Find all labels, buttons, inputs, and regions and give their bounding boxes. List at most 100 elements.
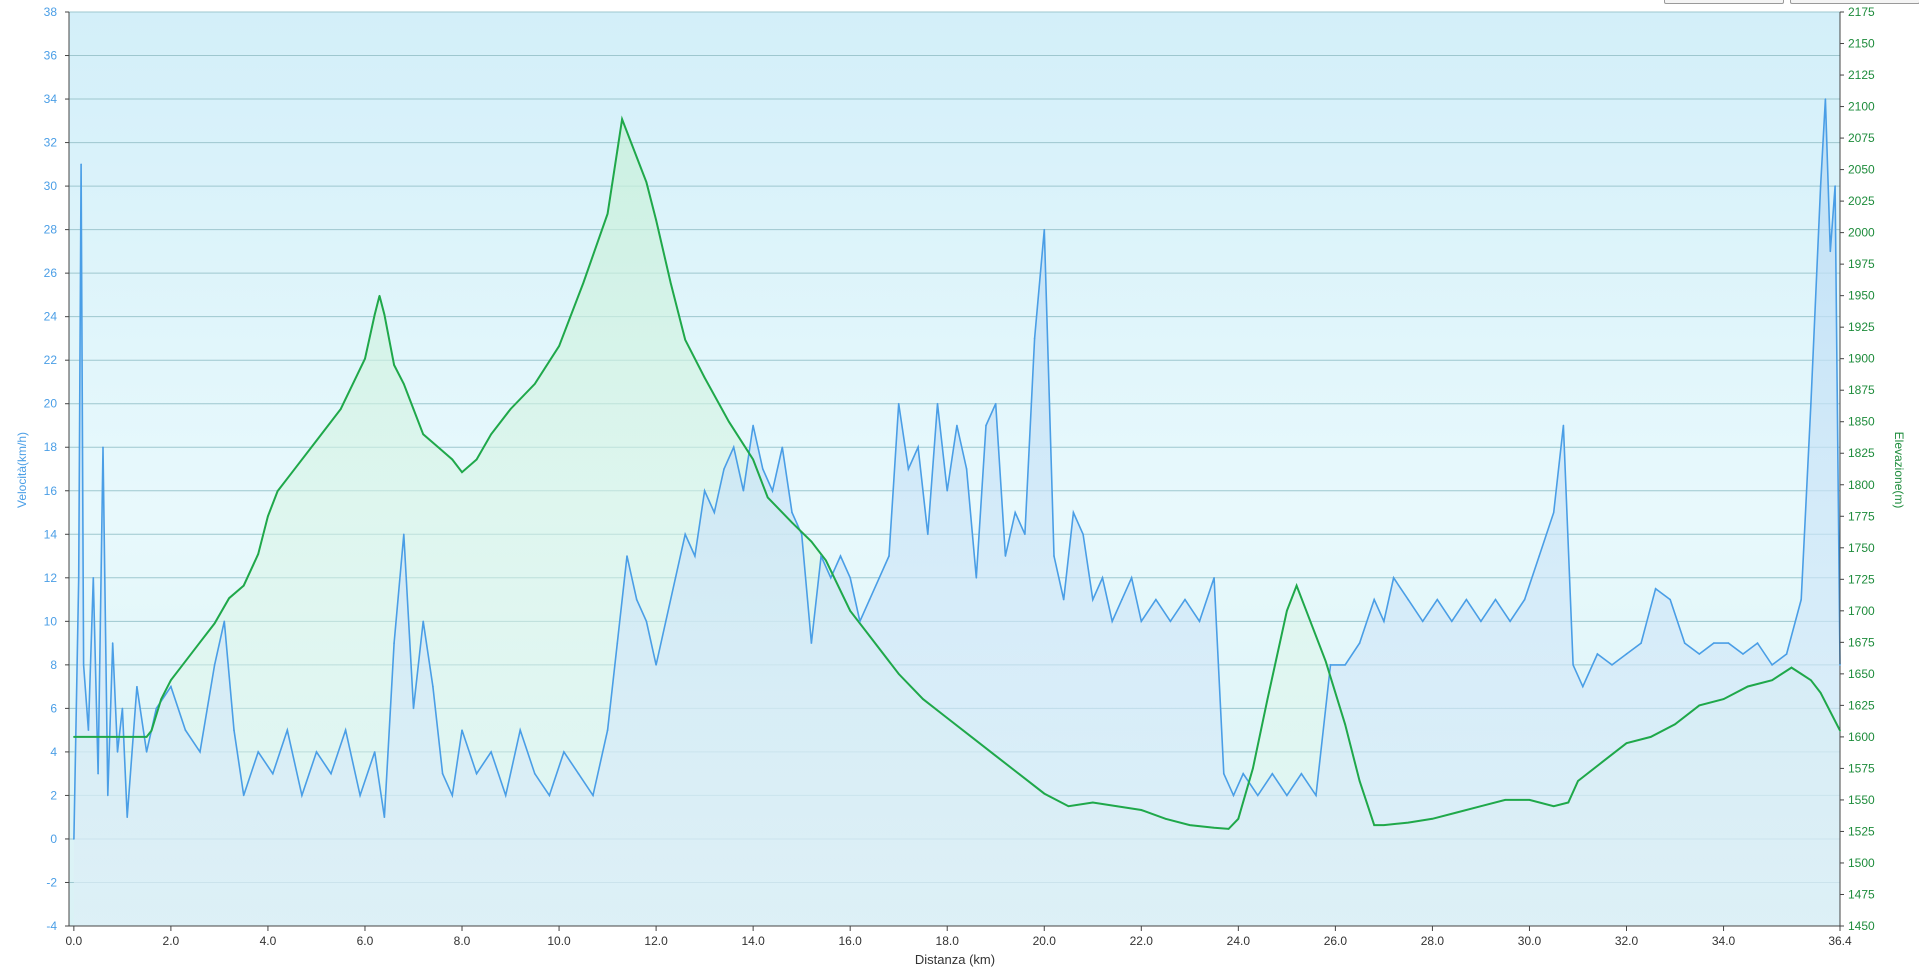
- x-tick-label-0: 0.0: [66, 934, 83, 948]
- speed-point-105: [1140, 620, 1143, 623]
- elevation-point-97: [1810, 679, 1812, 681]
- speed-point-153: [1800, 598, 1802, 601]
- elevation-point-42: [684, 338, 687, 341]
- left-tick-label-18: 32: [44, 136, 58, 150]
- right-tick-label-8: 1650: [1848, 667, 1875, 681]
- speed-point-103: [1121, 598, 1123, 601]
- right-tick-label-10: 1700: [1848, 604, 1875, 618]
- elevation-point-96: [1800, 673, 1802, 675]
- speed-point-20: [223, 620, 226, 623]
- speed-point-54: [645, 620, 648, 623]
- right-tick-label-21: 1975: [1848, 257, 1875, 271]
- speed-point-40: [461, 729, 463, 731]
- speed-point-159: [1839, 664, 1841, 666]
- speed-point-114: [1256, 794, 1259, 797]
- elevation-point-2: [121, 736, 124, 738]
- toolbar-button-2[interactable]: [1790, 0, 1919, 4]
- speed-point-76: [859, 620, 861, 623]
- speed-point-9: [111, 642, 114, 644]
- speed-point-133: [1523, 598, 1526, 601]
- speed-point-107: [1169, 620, 1172, 623]
- speed-point-31: [373, 751, 376, 753]
- elevation-point-22: [393, 364, 395, 366]
- speed-point-41: [475, 772, 478, 775]
- elevation-point-67: [1237, 818, 1240, 820]
- right-tick-label-0: 1450: [1848, 919, 1875, 933]
- right-tick-label-1: 1475: [1848, 887, 1875, 901]
- elevation-point-28: [461, 471, 463, 473]
- elevation-point-88: [1625, 742, 1628, 744]
- speed-point-1: [77, 577, 80, 579]
- elevation-point-46: [766, 496, 769, 499]
- elevation-point-91: [1698, 704, 1701, 707]
- speed-point-82: [917, 446, 919, 449]
- elevation-point-61: [1116, 805, 1118, 808]
- elevation-point-4: [150, 729, 153, 732]
- left-tick-label-0: -4: [46, 919, 57, 933]
- speed-point-33: [393, 642, 395, 644]
- x-tick-label-1: 2.0: [163, 934, 180, 948]
- speed-line: [73, 98, 1841, 840]
- speed-point-109: [1198, 620, 1201, 623]
- elevation-point-30: [490, 433, 492, 436]
- speed-point-18: [199, 751, 201, 753]
- speed-point-37: [432, 685, 434, 688]
- elevation-point-60: [1091, 801, 1094, 804]
- speed-point-128: [1451, 620, 1453, 623]
- speed-point-17: [184, 729, 187, 731]
- speed-point-87: [965, 468, 968, 470]
- speed-point-92: [1014, 511, 1016, 514]
- elevation-point-57: [1019, 773, 1021, 776]
- elevation-point-23: [402, 383, 405, 385]
- elevation-point-94: [1771, 679, 1773, 681]
- right-tick-label-15: 1825: [1848, 446, 1875, 460]
- speed-point-64: [742, 489, 745, 492]
- speed-point-19: [213, 664, 216, 666]
- toolbar-button-1[interactable]: [1664, 0, 1784, 4]
- elevation-point-24: [412, 408, 415, 410]
- axes: [68, 12, 1841, 927]
- right-tick-label-26: 2100: [1848, 100, 1875, 114]
- elevation-point-64: [1189, 824, 1191, 826]
- x-tick-label-18: 36.4: [1828, 934, 1852, 948]
- right-tick-label-6: 1600: [1848, 730, 1875, 744]
- elevation-point-75: [1358, 780, 1361, 782]
- speed-point-26: [301, 794, 303, 797]
- elevation-point-72: [1305, 610, 1308, 612]
- left-tick-label-12: 20: [44, 397, 58, 411]
- elevation-point-95: [1790, 666, 1793, 669]
- speed-point-53: [635, 598, 638, 601]
- speed-point-16: [170, 685, 172, 688]
- speed-point-155: [1819, 185, 1822, 187]
- x-tick-label-3: 6.0: [357, 934, 374, 948]
- speed-point-29: [344, 729, 347, 731]
- speed-point-47: [563, 751, 565, 753]
- speed-point-67: [771, 489, 774, 492]
- elevation-point-86: [1577, 780, 1579, 782]
- speed-point-45: [533, 772, 536, 775]
- speed-point-147: [1713, 642, 1715, 644]
- speed-point-146: [1698, 653, 1701, 655]
- speed-point-141: [1625, 653, 1628, 655]
- left-tick-label-21: 38: [44, 5, 58, 19]
- right-tick-label-2: 1500: [1848, 856, 1875, 870]
- x-tick-label-16: 32.0: [1615, 934, 1639, 948]
- right-axis-label: Elevazione(m): [1892, 432, 1906, 509]
- left-axis-label: Velocità(km/h): [15, 432, 29, 508]
- speed-point-70: [800, 533, 803, 536]
- speed-point-8: [107, 794, 109, 797]
- speed-point-112: [1232, 794, 1235, 797]
- right-tick-label-25: 2075: [1848, 131, 1875, 145]
- speed-point-57: [674, 577, 677, 579]
- speed-point-116: [1286, 794, 1288, 797]
- elevation-point-92: [1722, 698, 1725, 700]
- speed-point-157: [1829, 250, 1832, 253]
- speed-point-50: [606, 729, 609, 731]
- elevation-point-13: [267, 515, 269, 518]
- elevation-point-3: [145, 736, 148, 738]
- speed-point-137: [1572, 664, 1574, 666]
- speed-point-140: [1611, 664, 1613, 666]
- speed-point-132: [1509, 620, 1511, 623]
